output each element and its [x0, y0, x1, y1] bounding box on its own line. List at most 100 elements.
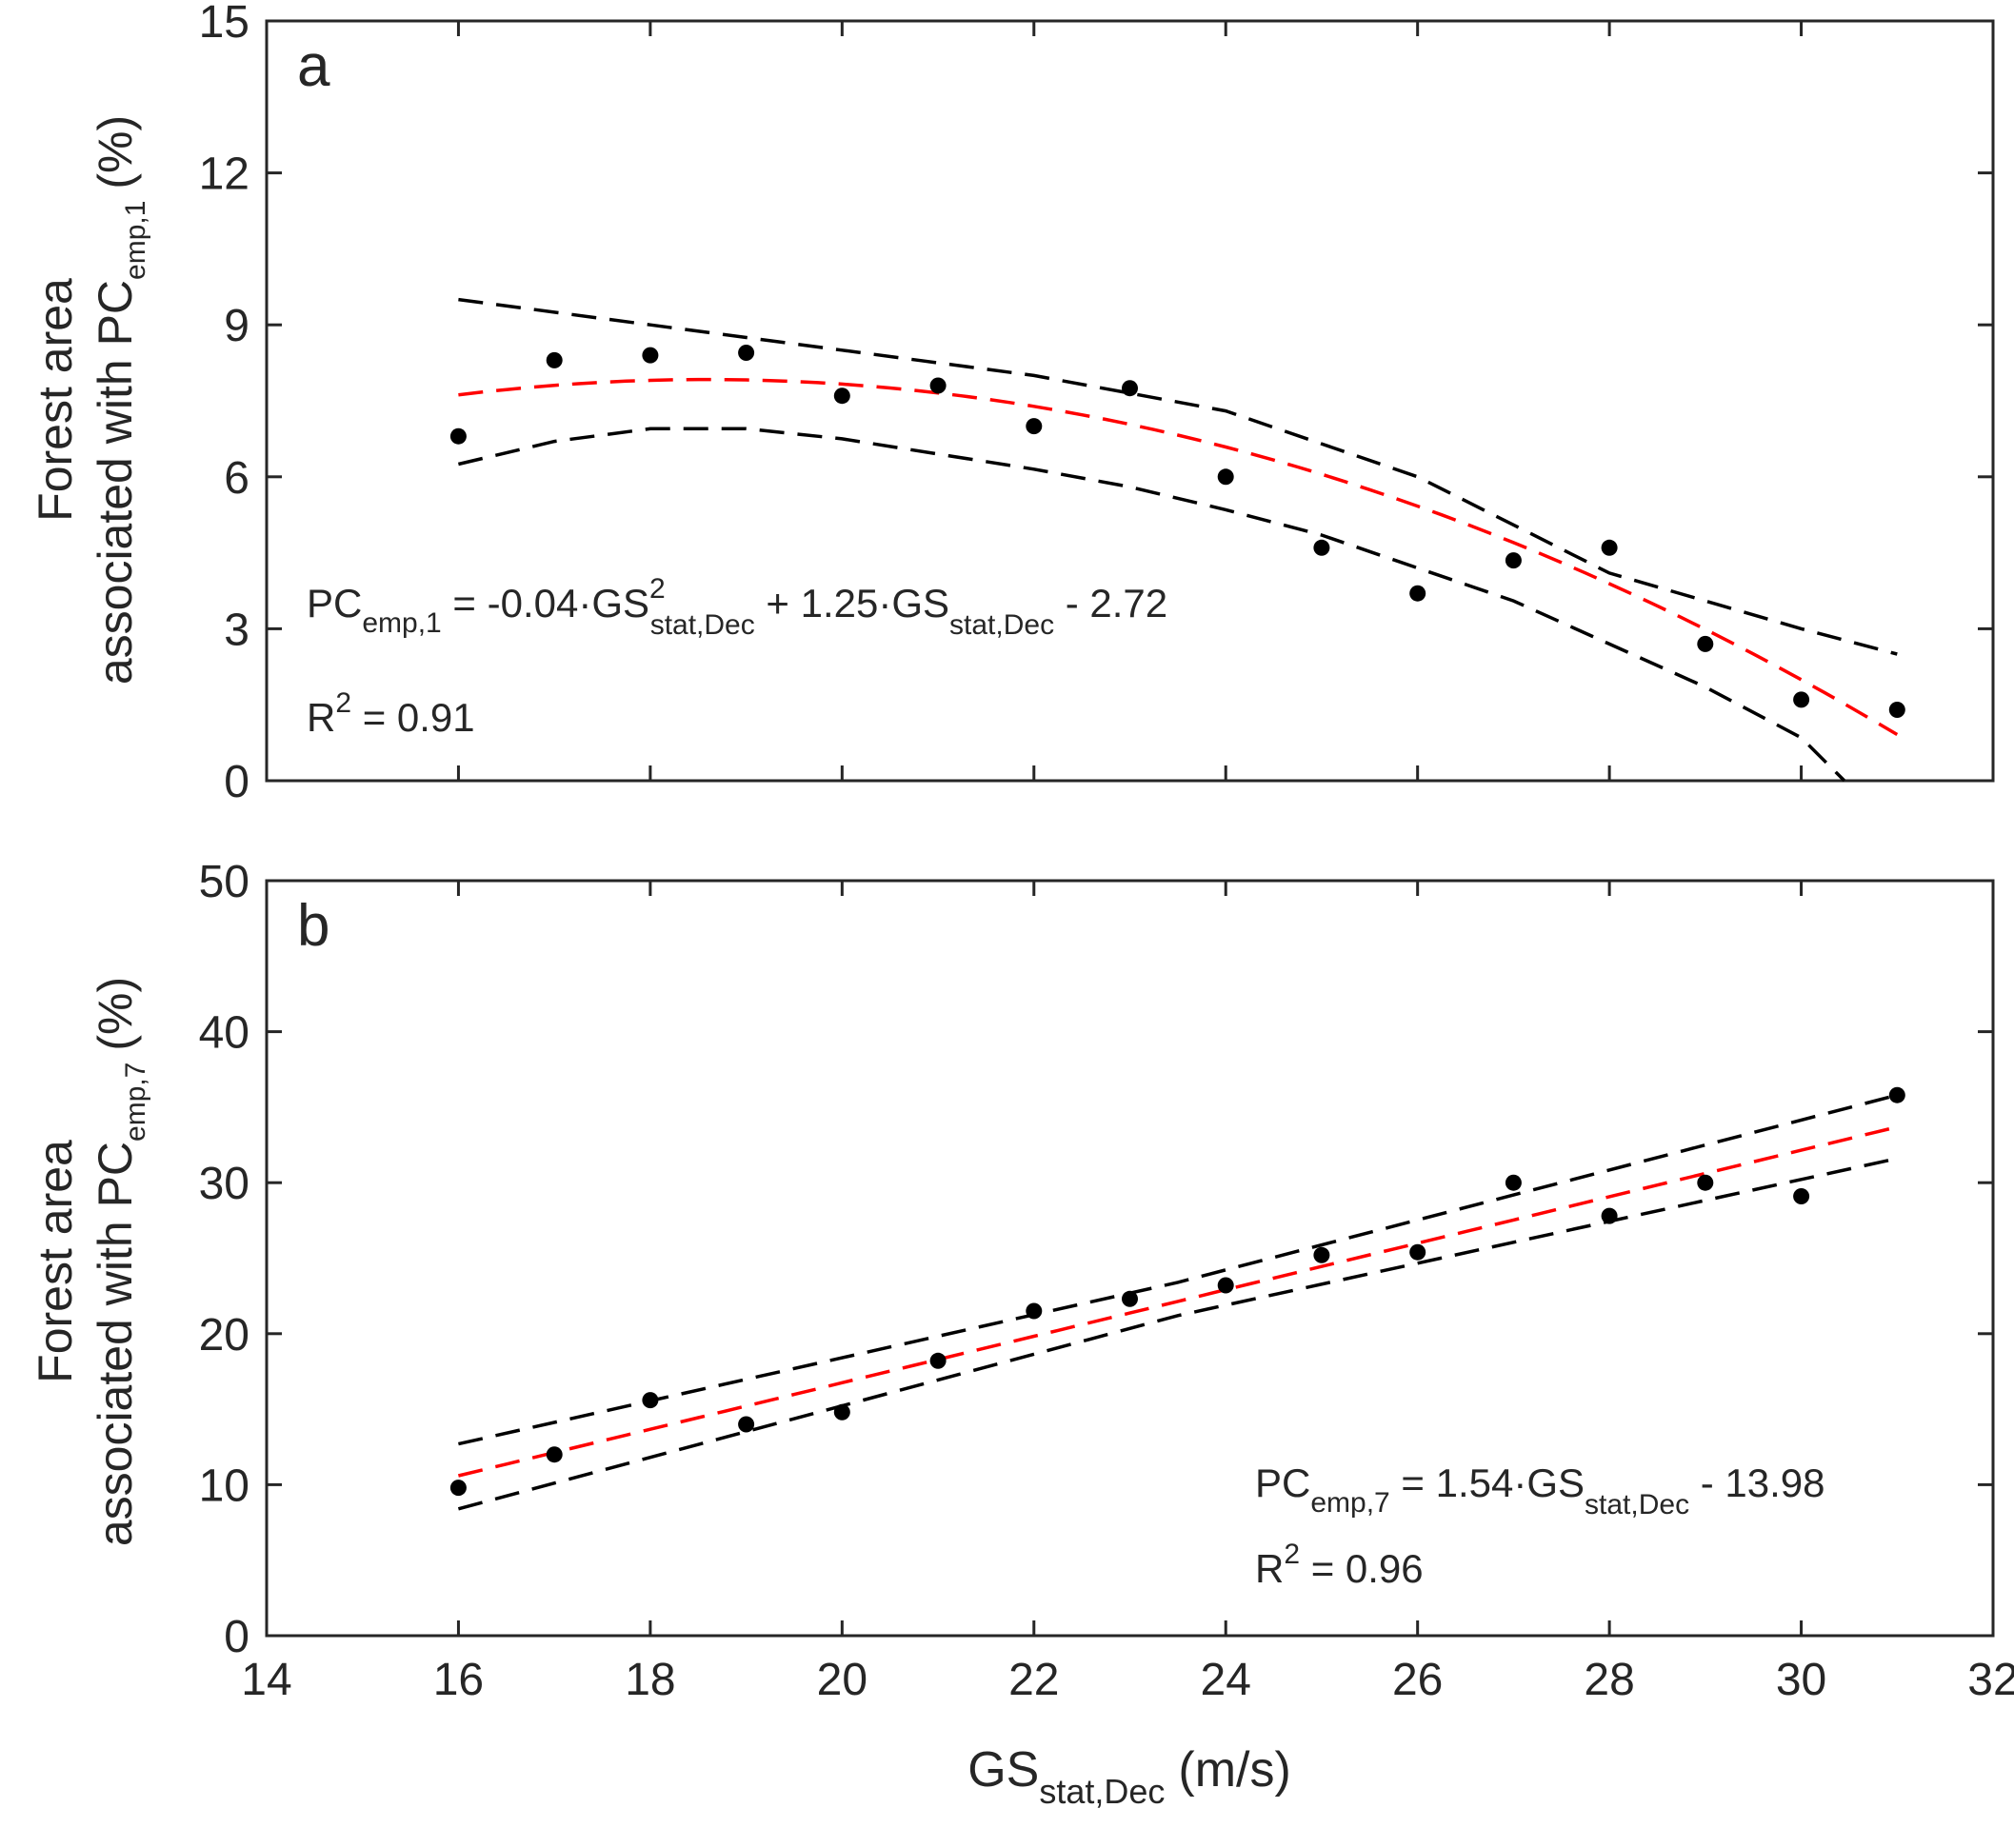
x-tick-label-14: 14: [241, 1655, 291, 1705]
panel-b-eq-lhs: PC: [1255, 1461, 1310, 1505]
panel-b-y-tick-label-40: 40: [199, 1008, 249, 1059]
panel-b-point-19: [738, 1416, 755, 1433]
x-axis-title-main: GS: [967, 1742, 1039, 1798]
panel-b-x-ticks: 14 16 18 20 22 24 26 28 30 32: [241, 881, 2014, 1705]
x-tick-label-26: 26: [1392, 1655, 1443, 1705]
panel-b-ylabel-sub: emp,7: [120, 1063, 151, 1142]
x-tick-label-20: 20: [817, 1655, 867, 1705]
x-tick-label-18: 18: [625, 1655, 675, 1705]
panel-a-r2-value: = 0.91: [351, 695, 475, 740]
panel-a-y-tick-label-0: 0: [224, 757, 249, 807]
panel-b-fit-line: [457, 1124, 1898, 1478]
panel-b-ci-upper-line: [458, 1093, 1898, 1446]
panel-a-eq-sup: 2: [649, 573, 666, 605]
panel-b-point-26: [1409, 1243, 1426, 1261]
panel-a-eq-sub1: stat,Dec: [650, 609, 755, 641]
panel-b-point-29: [1697, 1174, 1714, 1191]
panel-b-fit: [457, 1124, 1898, 1478]
x-tick-label-22: 22: [1008, 1655, 1059, 1705]
panel-b-point-27: [1505, 1174, 1522, 1191]
panel-b-y-tick-label-30: 30: [199, 1159, 249, 1209]
panel-a-y-ticks: 0 3 6 9 12 15: [199, 0, 1993, 807]
panel-a-equation: PCemp,1 = -0.04·GS2 stat,Dec + 1.25·GSsta…: [307, 573, 1167, 641]
panel-b-confidence-bounds: [457, 1093, 1898, 1511]
panel-b-y-tick-label-50: 50: [199, 857, 249, 907]
panel-b-point-18: [642, 1392, 659, 1409]
panel-b-r2-sup: 2: [1284, 1539, 1300, 1570]
panel-a-point-29: [1697, 635, 1714, 652]
panel-a-point-23: [1122, 380, 1138, 397]
x-tick-label-24: 24: [1201, 1655, 1251, 1705]
x-axis-title: GSstat,Dec (m/s): [967, 1742, 1291, 1811]
panel-a-y-tick-label-15: 15: [199, 0, 249, 48]
panel-a-point-17: [546, 351, 563, 368]
panel-b-eq-part2: - 13.98: [1689, 1461, 1825, 1505]
panel-b-eq-sub1: stat,Dec: [1585, 1489, 1689, 1520]
panel-b-point-25: [1313, 1246, 1330, 1263]
panel-a-point-20: [833, 387, 850, 405]
panel-b-letter: b: [297, 893, 329, 959]
panel-a-ylabel-line1: Forest area: [29, 278, 82, 522]
panel-a-ci-upper-line: [458, 297, 1898, 656]
panel-b-point-16: [449, 1480, 467, 1497]
panel-a-r2-sup: 2: [335, 687, 351, 719]
panel-a-point-30: [1793, 691, 1810, 708]
panel-a-eq-part2: + 1.25·GS: [755, 581, 949, 626]
panel-b-point-21: [929, 1352, 947, 1369]
x-tick-label-28: 28: [1584, 1655, 1634, 1705]
panel-b-ylabel-line2: associated with PCemp,7 (%): [89, 977, 151, 1546]
panel-b-eq-lhs-sub: emp,7: [1310, 1487, 1389, 1519]
x-tick-label-32: 32: [1967, 1655, 2014, 1705]
x-tick-label-16: 16: [433, 1655, 484, 1705]
panel-b-point-30: [1793, 1188, 1810, 1204]
panel-a-letter: a: [297, 33, 330, 99]
panel-a-point-27: [1505, 552, 1522, 569]
x-axis-title-sub: stat,Dec: [1039, 1772, 1165, 1811]
panel-a-point-22: [1026, 418, 1043, 435]
panel-a-eq-sub2: stat,Dec: [949, 609, 1054, 641]
panel-a-r2: R2 = 0.91: [307, 687, 475, 740]
panel-a-ylabel-unit: (%): [89, 115, 142, 189]
panel-a-y-tick-label-12: 12: [199, 149, 249, 200]
panel-a-x-ticks: [265, 21, 1995, 781]
panel-a-eq-lhs-sub: emp,1: [362, 607, 441, 639]
panel-a-fit: [458, 377, 1899, 737]
panel-b-y-tick-label-20: 20: [199, 1310, 249, 1361]
panel-a-point-28: [1601, 539, 1618, 556]
panel-b-r2-value: = 0.96: [1300, 1546, 1424, 1591]
panel-a-ylabel-sub: emp,1: [120, 201, 151, 280]
panel-a-confidence-bounds: [457, 297, 1898, 783]
panel-a-y-tick-label-6: 6: [224, 453, 249, 504]
panel-a-point-26: [1409, 585, 1426, 602]
panel-b-y-tick-label-10: 10: [199, 1461, 249, 1511]
panel-b-y-tick-label-0: 0: [224, 1612, 249, 1662]
panel-a-eq-lhs: PC: [307, 581, 362, 626]
panel-b-plot-area: [265, 879, 1995, 1638]
panel-b-point-28: [1601, 1207, 1618, 1224]
panel-b-point-17: [546, 1446, 563, 1463]
panel-b-point-31: [1888, 1086, 1905, 1103]
panel-b-y-title: Forest area associated with PCemp,7 (%): [29, 977, 151, 1546]
panel-b-point-24: [1217, 1277, 1234, 1294]
x-axis-title-unit: (m/s): [1178, 1742, 1290, 1798]
panel-b-points: [449, 1086, 1905, 1497]
panel-a-r2-main: R: [307, 695, 335, 740]
panel-b-r2-main: R: [1255, 1546, 1284, 1591]
panel-a-eq-part3: - 2.72: [1054, 581, 1167, 626]
panel-a-point-31: [1888, 702, 1905, 718]
panel-a-y-tick-label-3: 3: [224, 605, 249, 655]
panel-a-point-25: [1313, 539, 1330, 556]
panel-a-y-title: Forest area associated with PCemp,1 (%): [29, 115, 151, 685]
panel-a-y-tick-label-9: 9: [224, 301, 249, 351]
x-tick-label-30: 30: [1776, 1655, 1826, 1705]
panel-a-eq-part1: = -0.04·GS: [442, 581, 649, 626]
panel-a-point-19: [738, 345, 755, 361]
panel-a-ylabel-line2: associated with PCemp,1 (%): [89, 115, 151, 685]
panel-b-ylabel-main: associated with PC: [89, 1142, 142, 1546]
panel-a-ci-lower-line: [457, 427, 1846, 783]
panel-a-fit-line: [458, 377, 1899, 737]
panel-a-point-21: [929, 377, 947, 394]
